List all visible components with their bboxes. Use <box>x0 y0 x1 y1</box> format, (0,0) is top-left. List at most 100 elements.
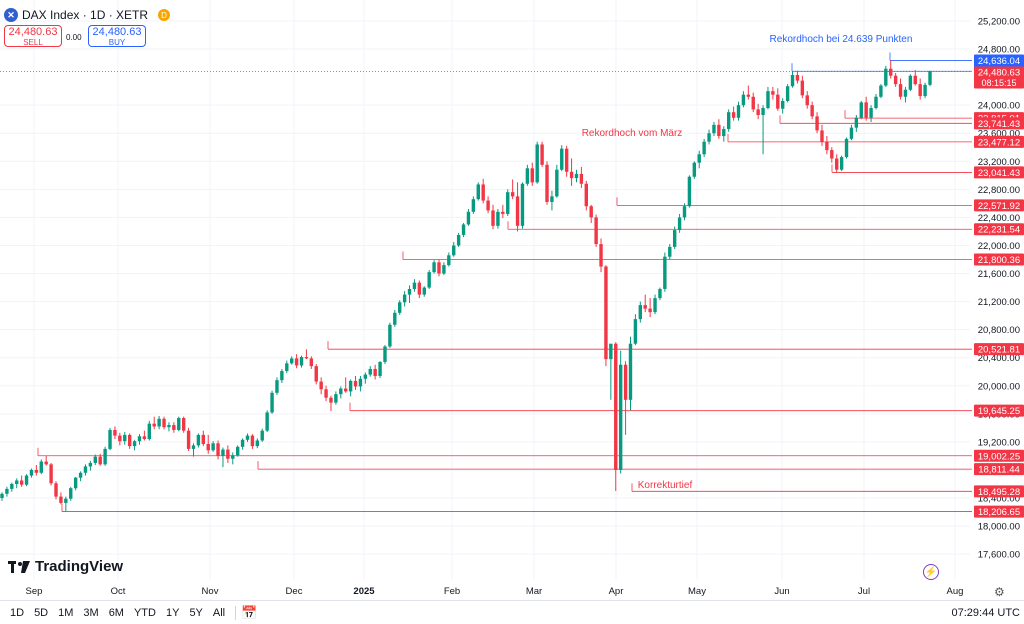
candle-body[interactable] <box>152 423 156 427</box>
candle-body[interactable] <box>412 282 417 289</box>
candle-body[interactable] <box>270 392 274 413</box>
candle-body[interactable] <box>864 102 868 118</box>
candle-body[interactable] <box>594 217 598 245</box>
candle-body[interactable] <box>348 380 353 392</box>
candle-body[interactable] <box>874 96 878 108</box>
candle-body[interactable] <box>790 75 795 87</box>
x-tick-label[interactable]: Oct <box>111 586 126 597</box>
candle-body[interactable] <box>717 124 721 137</box>
candle-body[interactable] <box>240 439 245 447</box>
candle-body[interactable] <box>235 446 240 456</box>
candle-body[interactable] <box>520 183 525 226</box>
candle-body[interactable] <box>682 206 687 218</box>
candle-body[interactable] <box>835 158 839 170</box>
buy-button[interactable]: 24,480.63 BUY <box>88 25 146 47</box>
candle-body[interactable] <box>221 449 225 456</box>
level-price-tag[interactable] <box>974 343 1024 356</box>
candle-body[interactable] <box>49 464 53 484</box>
x-tick-label[interactable]: Feb <box>444 586 460 597</box>
candle-body[interactable] <box>231 455 235 459</box>
chart-annotation[interactable]: Korrekturtief <box>638 480 693 491</box>
candle-body[interactable] <box>339 388 343 395</box>
candle-body[interactable] <box>692 162 697 177</box>
candle-body[interactable] <box>746 94 751 97</box>
candle-body[interactable] <box>623 364 628 400</box>
candle-body[interactable] <box>476 184 480 200</box>
x-tick-label[interactable]: 2025 <box>353 586 375 597</box>
candle-body[interactable] <box>334 394 338 403</box>
candle-body[interactable] <box>898 84 903 97</box>
candle-body[interactable] <box>564 148 569 172</box>
candle-body[interactable] <box>825 141 829 151</box>
candle-body[interactable] <box>344 388 348 392</box>
candle-body[interactable] <box>196 434 201 446</box>
level-price-tag[interactable] <box>974 505 1024 518</box>
range-1m[interactable]: 1M <box>58 606 74 619</box>
candle-body[interactable] <box>466 211 471 225</box>
candle-body[interactable] <box>59 496 63 503</box>
candle-body[interactable] <box>118 435 122 442</box>
candle-body[interactable] <box>363 374 368 379</box>
candle-body[interactable] <box>889 68 893 76</box>
candle-body[interactable] <box>677 217 682 231</box>
x-tick-label[interactable]: Sep <box>26 586 43 597</box>
candle-body[interactable] <box>486 200 490 211</box>
candle-body[interactable] <box>560 148 564 170</box>
candle-body[interactable] <box>599 244 603 267</box>
lightning-icon[interactable]: ⚡ <box>923 564 939 580</box>
candle-body[interactable] <box>186 430 191 449</box>
x-tick-label[interactable]: Nov <box>202 586 219 597</box>
level-price-tag[interactable] <box>974 166 1024 179</box>
candle-body[interactable] <box>123 434 127 442</box>
candle-body[interactable] <box>211 443 215 451</box>
x-tick-label[interactable]: Apr <box>609 586 624 597</box>
candle-body[interactable] <box>697 154 701 163</box>
candle-body[interactable] <box>736 105 741 118</box>
level-price-tag[interactable] <box>974 253 1024 266</box>
candle-body[interactable] <box>903 89 908 97</box>
candle-body[interactable] <box>859 102 863 118</box>
candle-body[interactable] <box>113 429 117 436</box>
candle-body[interactable] <box>108 429 112 449</box>
level-price-tag[interactable] <box>974 135 1024 148</box>
candle-body[interactable] <box>609 343 613 360</box>
candle-body[interactable] <box>383 346 387 362</box>
candle-body[interactable] <box>167 425 171 428</box>
sell-button[interactable]: 24,480.63 SELL <box>4 25 62 47</box>
candle-body[interactable] <box>461 224 466 235</box>
candle-body[interactable] <box>324 389 328 398</box>
candle-body[interactable] <box>722 129 726 137</box>
candle-body[interactable] <box>255 440 260 447</box>
candle-body[interactable] <box>756 109 760 116</box>
level-price-tag[interactable] <box>974 404 1024 417</box>
candle-body[interactable] <box>815 116 819 131</box>
candle-body[interactable] <box>402 294 407 303</box>
calendar-icon[interactable]: 📅 <box>241 604 258 620</box>
candle-body[interactable] <box>5 488 9 494</box>
candle-body[interactable] <box>658 288 662 299</box>
candle-body[interactable] <box>491 210 495 226</box>
candle-body[interactable] <box>928 71 932 85</box>
candle-body[interactable] <box>177 418 181 430</box>
candle-body[interactable] <box>545 164 549 202</box>
x-tick-label[interactable]: Dec <box>286 586 303 597</box>
candle-body[interactable] <box>751 96 755 110</box>
current-price-tag[interactable] <box>974 66 1024 89</box>
candle-body[interactable] <box>805 95 809 106</box>
candle-body[interactable] <box>137 436 142 442</box>
x-tick-label[interactable]: Jun <box>774 586 789 597</box>
candle-body[interactable] <box>226 449 230 459</box>
candle-body[interactable] <box>88 462 93 467</box>
candle-body[interactable] <box>672 230 677 247</box>
candle-body[interactable] <box>64 498 68 503</box>
candle-body[interactable] <box>353 380 358 387</box>
candle-body[interactable] <box>535 144 539 183</box>
candle-body[interactable] <box>78 472 83 478</box>
candle-body[interactable] <box>398 302 402 313</box>
candle-body[interactable] <box>250 435 255 447</box>
candle-body[interactable] <box>147 423 152 440</box>
candle-body[interactable] <box>761 107 765 116</box>
candle-body[interactable] <box>712 124 716 134</box>
candle-body[interactable] <box>157 418 161 427</box>
tradingview-logo[interactable]: TradingView <box>8 558 123 575</box>
